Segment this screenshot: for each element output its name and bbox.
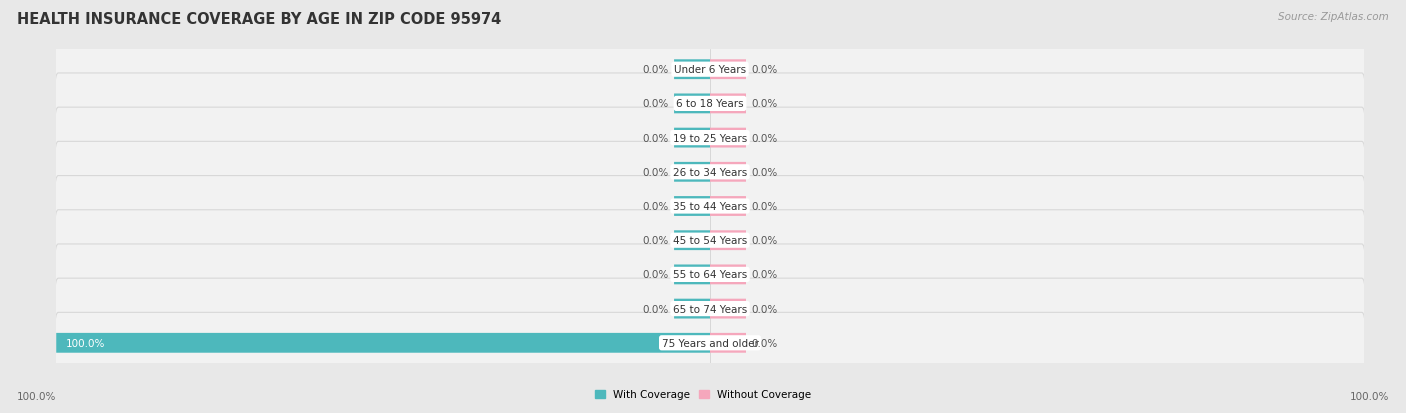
FancyBboxPatch shape xyxy=(710,265,747,285)
FancyBboxPatch shape xyxy=(55,278,1365,339)
Text: 0.0%: 0.0% xyxy=(643,133,669,143)
Text: 75 Years and older: 75 Years and older xyxy=(662,338,758,348)
FancyBboxPatch shape xyxy=(673,299,710,319)
FancyBboxPatch shape xyxy=(710,197,747,216)
FancyBboxPatch shape xyxy=(55,40,1365,100)
Text: 35 to 44 Years: 35 to 44 Years xyxy=(673,202,747,211)
Text: 19 to 25 Years: 19 to 25 Years xyxy=(673,133,747,143)
Legend: With Coverage, Without Coverage: With Coverage, Without Coverage xyxy=(591,385,815,404)
FancyBboxPatch shape xyxy=(710,333,747,353)
FancyBboxPatch shape xyxy=(710,162,747,182)
Text: 0.0%: 0.0% xyxy=(751,338,778,348)
Text: 0.0%: 0.0% xyxy=(751,133,778,143)
Text: 0.0%: 0.0% xyxy=(751,202,778,211)
Text: 0.0%: 0.0% xyxy=(643,202,669,211)
FancyBboxPatch shape xyxy=(56,333,710,353)
FancyBboxPatch shape xyxy=(673,231,710,251)
Text: 100.0%: 100.0% xyxy=(17,391,56,401)
Text: 0.0%: 0.0% xyxy=(751,236,778,246)
Text: 55 to 64 Years: 55 to 64 Years xyxy=(673,270,747,280)
Text: 0.0%: 0.0% xyxy=(751,65,778,75)
Text: 0.0%: 0.0% xyxy=(643,65,669,75)
FancyBboxPatch shape xyxy=(55,313,1365,373)
Text: 0.0%: 0.0% xyxy=(751,304,778,314)
FancyBboxPatch shape xyxy=(55,210,1365,271)
FancyBboxPatch shape xyxy=(673,162,710,182)
Text: HEALTH INSURANCE COVERAGE BY AGE IN ZIP CODE 95974: HEALTH INSURANCE COVERAGE BY AGE IN ZIP … xyxy=(17,12,501,27)
Text: 0.0%: 0.0% xyxy=(751,167,778,177)
Text: 0.0%: 0.0% xyxy=(643,236,669,246)
Text: 45 to 54 Years: 45 to 54 Years xyxy=(673,236,747,246)
Text: 0.0%: 0.0% xyxy=(751,99,778,109)
FancyBboxPatch shape xyxy=(710,299,747,319)
FancyBboxPatch shape xyxy=(673,197,710,216)
Text: 65 to 74 Years: 65 to 74 Years xyxy=(673,304,747,314)
Text: 0.0%: 0.0% xyxy=(643,167,669,177)
Text: 0.0%: 0.0% xyxy=(751,270,778,280)
FancyBboxPatch shape xyxy=(55,176,1365,237)
FancyBboxPatch shape xyxy=(55,108,1365,169)
FancyBboxPatch shape xyxy=(673,128,710,148)
FancyBboxPatch shape xyxy=(673,265,710,285)
Text: 6 to 18 Years: 6 to 18 Years xyxy=(676,99,744,109)
Text: 26 to 34 Years: 26 to 34 Years xyxy=(673,167,747,177)
Text: 0.0%: 0.0% xyxy=(643,99,669,109)
FancyBboxPatch shape xyxy=(673,94,710,114)
FancyBboxPatch shape xyxy=(55,142,1365,203)
FancyBboxPatch shape xyxy=(710,231,747,251)
FancyBboxPatch shape xyxy=(710,60,747,80)
Text: 0.0%: 0.0% xyxy=(643,304,669,314)
FancyBboxPatch shape xyxy=(55,74,1365,135)
Text: 100.0%: 100.0% xyxy=(1350,391,1389,401)
FancyBboxPatch shape xyxy=(673,60,710,80)
Text: 0.0%: 0.0% xyxy=(643,270,669,280)
Text: Under 6 Years: Under 6 Years xyxy=(673,65,747,75)
FancyBboxPatch shape xyxy=(710,94,747,114)
FancyBboxPatch shape xyxy=(710,128,747,148)
Text: 100.0%: 100.0% xyxy=(66,338,105,348)
Text: Source: ZipAtlas.com: Source: ZipAtlas.com xyxy=(1278,12,1389,22)
FancyBboxPatch shape xyxy=(55,244,1365,305)
